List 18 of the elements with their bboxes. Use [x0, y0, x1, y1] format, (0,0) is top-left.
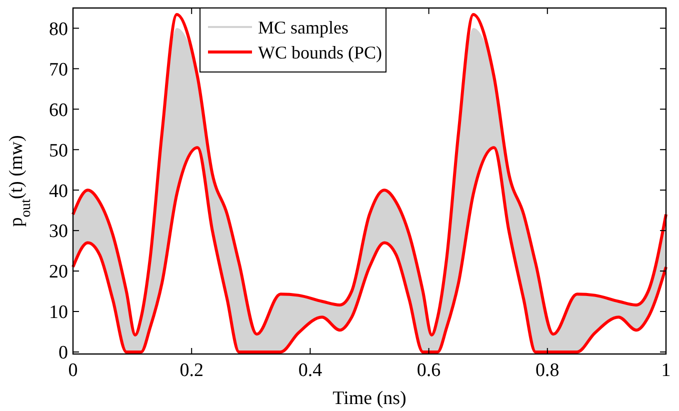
legend-label: MC samples [258, 17, 349, 38]
y-tick-label: 80 [49, 18, 68, 40]
y-tick-label: 10 [49, 302, 68, 324]
y-tick-label: 20 [49, 262, 68, 283]
x-tick-label: 0.2 [180, 360, 204, 381]
y-tick-label: 50 [49, 140, 68, 162]
y-tick-label: 70 [49, 59, 68, 80]
x-tick-label: 1 [661, 360, 671, 381]
x-tick-label: 0.4 [298, 360, 323, 381]
y-tick-label: 60 [49, 100, 68, 121]
y-tick-label: 40 [49, 180, 68, 202]
y-tick-label: 30 [49, 221, 68, 242]
line-series [72, 146, 668, 354]
y-tick-label: 0 [58, 342, 68, 364]
x-tick-label: 0.6 [416, 360, 441, 381]
legend-label: WC bounds (PC) [258, 42, 382, 62]
x-axis-title: Time (ns) [332, 388, 406, 409]
x-tick-label: 0.8 [536, 360, 560, 381]
